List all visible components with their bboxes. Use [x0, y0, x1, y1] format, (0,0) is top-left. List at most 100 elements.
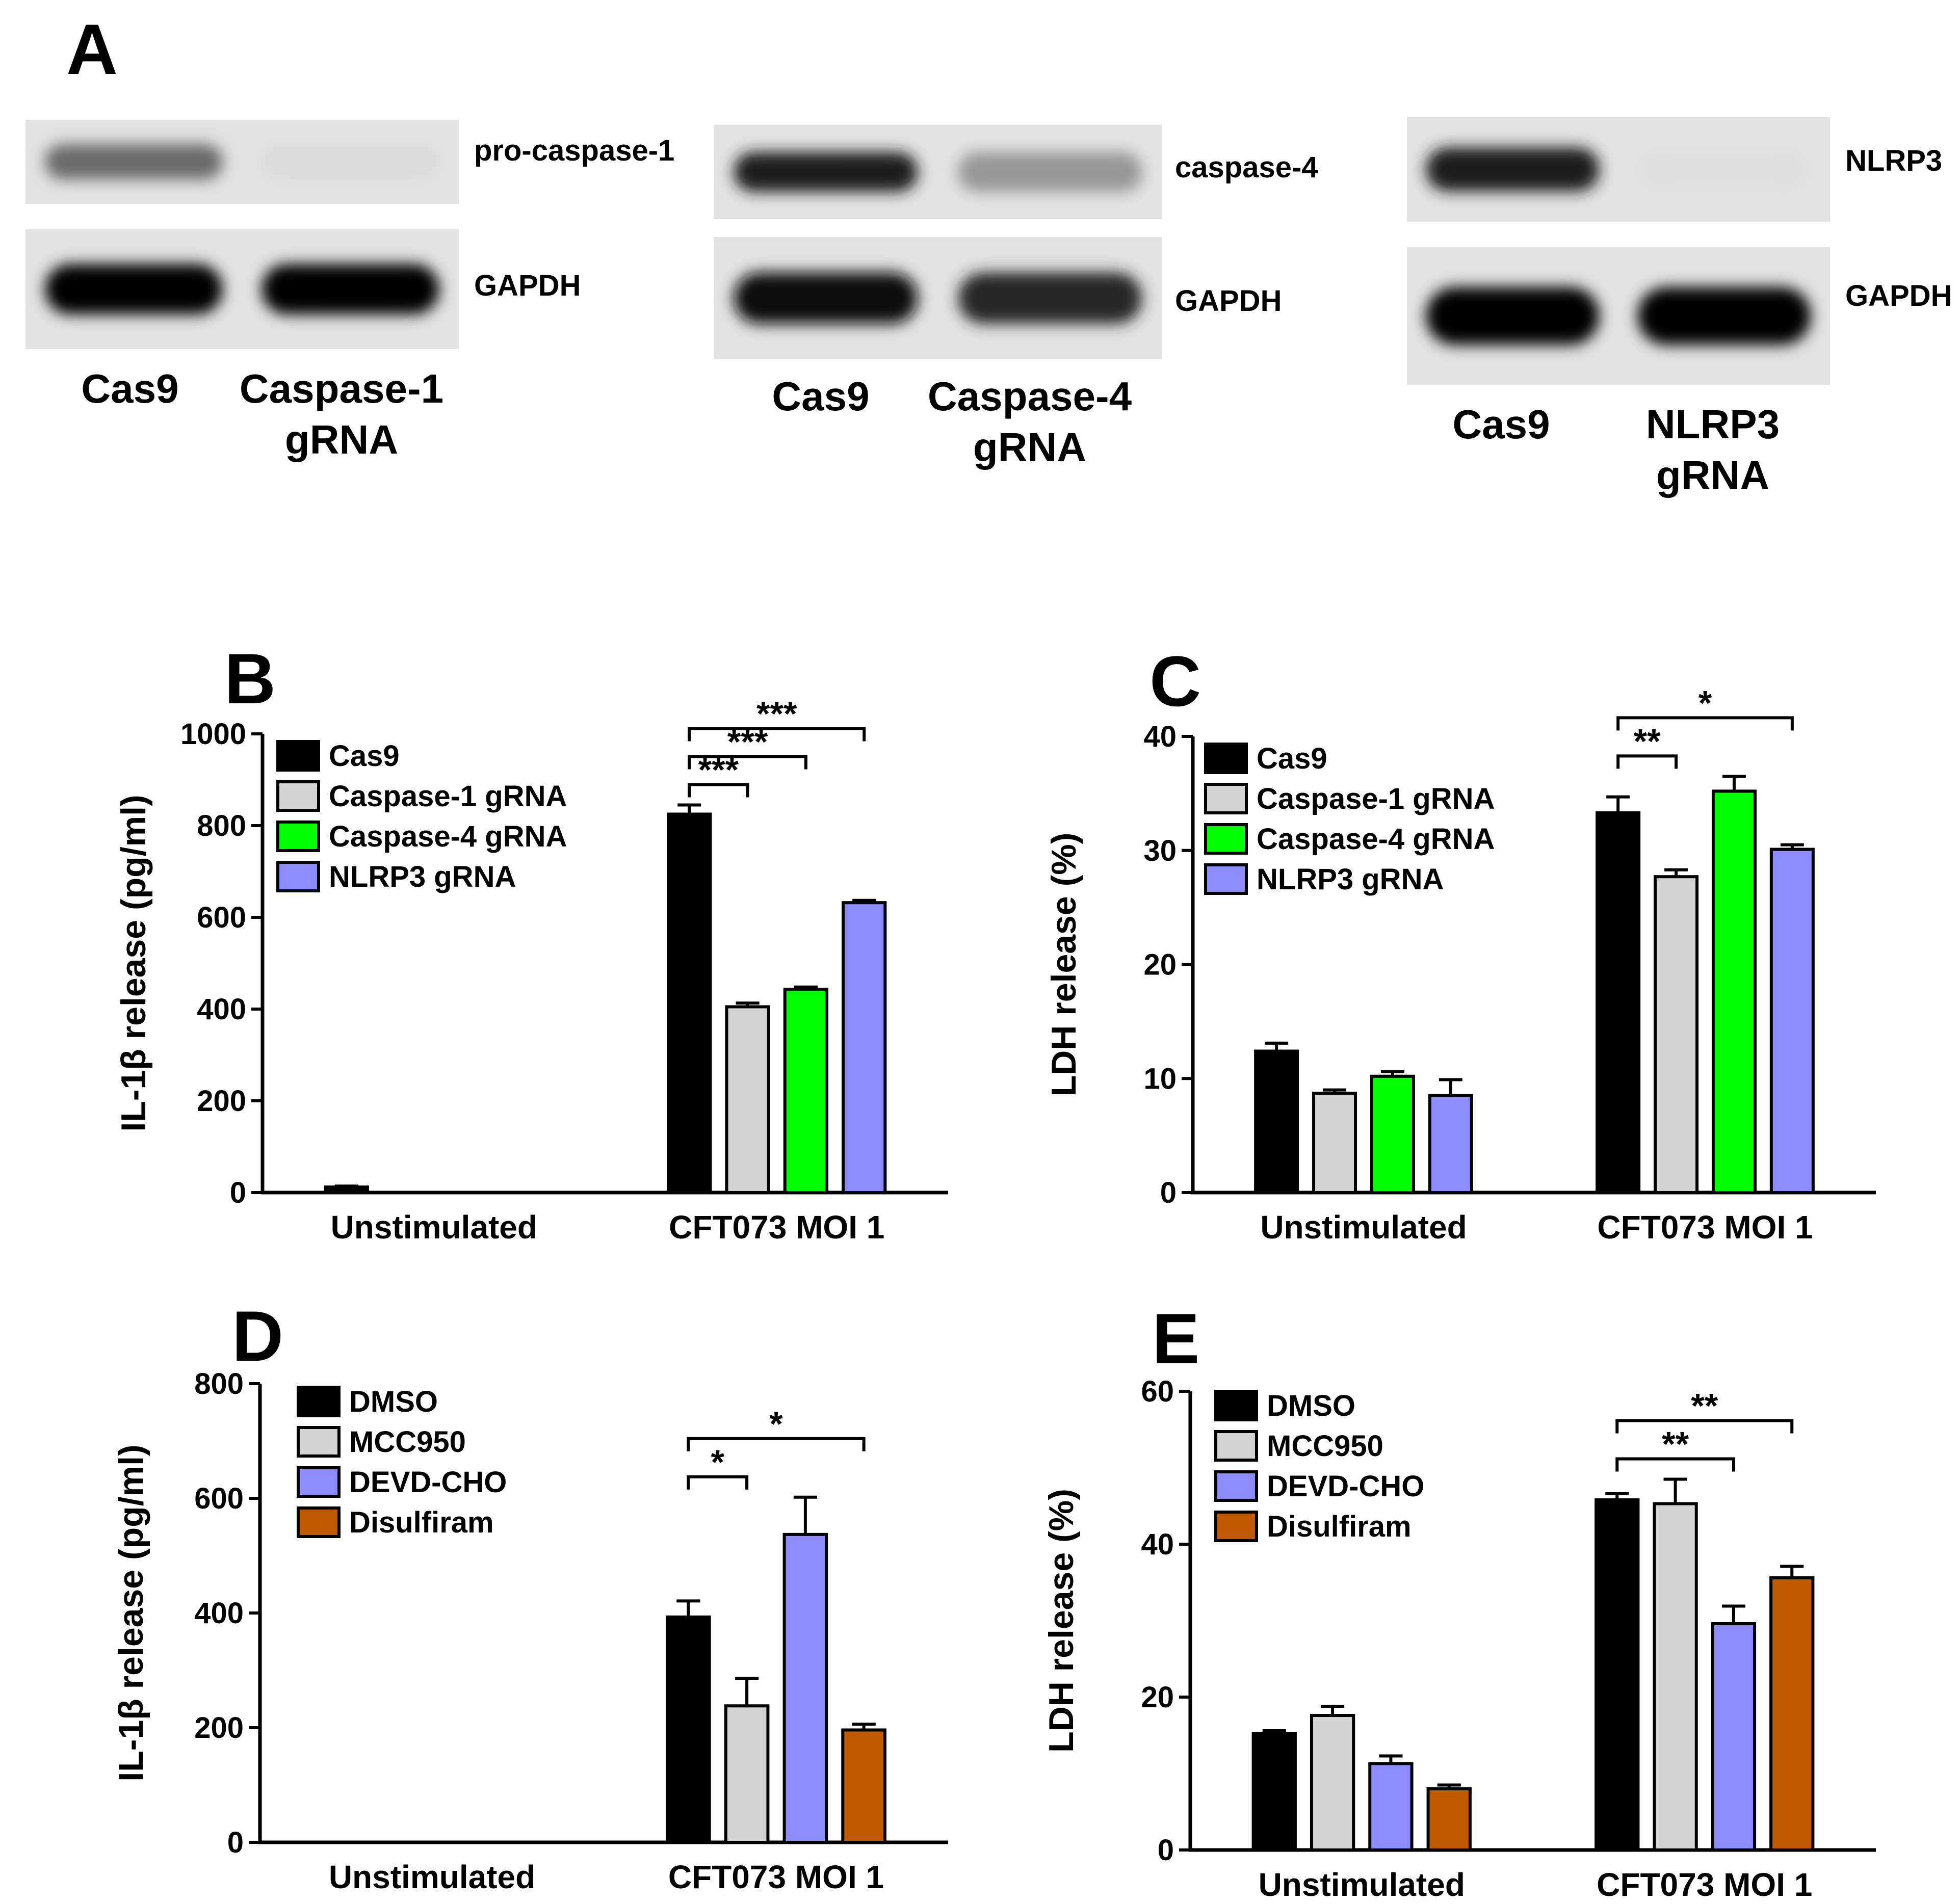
- significance-bracket: [1616, 754, 1678, 769]
- legend-swatch: [1214, 1470, 1258, 1502]
- legend-label: Cas9: [329, 739, 400, 773]
- legend-label: Disulfiram: [349, 1506, 494, 1539]
- lane-label: gRNA: [285, 417, 398, 462]
- y-tick-label: 800: [194, 1367, 244, 1400]
- y-tick-label: 0: [1158, 1834, 1174, 1867]
- band-label: pro-caspase-1: [474, 134, 674, 167]
- bar: [1654, 875, 1699, 1194]
- lane-label: Caspase-1: [240, 366, 443, 411]
- legend-swatch: [276, 780, 320, 812]
- legend-swatch: [276, 861, 320, 892]
- y-axis-title: LDH release (%): [1044, 833, 1083, 1097]
- bar: [1312, 1092, 1357, 1194]
- legend-label: MCC950: [1267, 1430, 1383, 1463]
- legend-swatch: [297, 1386, 341, 1417]
- significance-label: *: [711, 1443, 725, 1482]
- legend-swatch: [1214, 1511, 1258, 1542]
- band-label: GAPDH: [474, 269, 581, 302]
- y-tick-label: 400: [194, 1597, 244, 1630]
- panel-letter-a: A: [66, 9, 118, 89]
- y-tick-label: 20: [1143, 948, 1177, 982]
- legend-swatch: [276, 821, 320, 852]
- significance-bracket: [687, 1475, 749, 1490]
- legend-swatch: [1204, 743, 1248, 774]
- y-axis-title: LDH release (%): [1042, 1489, 1081, 1753]
- band-label: GAPDH: [1175, 284, 1282, 318]
- significance-label: ***: [756, 695, 797, 733]
- legend-swatch: [1204, 823, 1248, 855]
- y-tick-label: 1000: [180, 718, 246, 751]
- significance-bracket: [687, 1437, 866, 1451]
- legend-swatch: [1204, 863, 1248, 895]
- legend-label: Cas9: [1257, 742, 1327, 775]
- bar: [666, 1615, 711, 1844]
- y-tick-label: 400: [197, 993, 246, 1026]
- legend-label: MCC950: [349, 1425, 466, 1459]
- significance-label: *: [1698, 683, 1712, 722]
- panel-letter: E: [1152, 1299, 1199, 1379]
- bar: [782, 1532, 828, 1844]
- lane-label: gRNA: [973, 425, 1086, 470]
- x-category-label: Unstimulated: [1259, 1866, 1465, 1903]
- significance-bracket: [688, 755, 807, 770]
- legend-swatch: [1214, 1430, 1258, 1462]
- y-tick-label: 800: [197, 809, 246, 842]
- legend-label: Disulfiram: [1267, 1510, 1412, 1543]
- legend-label: Caspase-4 gRNA: [1257, 823, 1495, 856]
- panel-letter: B: [224, 639, 276, 719]
- bar: [1596, 811, 1641, 1194]
- bar: [783, 988, 829, 1195]
- blot-band: [45, 144, 223, 180]
- significance-label: **: [1691, 1387, 1718, 1425]
- blot-band: [958, 152, 1142, 192]
- y-tick-label: 600: [194, 1482, 244, 1515]
- x-category-label: CFT073 MOI 1: [669, 1209, 884, 1246]
- bar: [1595, 1498, 1640, 1852]
- significance-label: **: [1634, 722, 1661, 760]
- blot-band: [262, 264, 439, 314]
- band-label: NLRP3: [1845, 144, 1942, 177]
- panel-letter: C: [1149, 641, 1201, 721]
- bar: [1370, 1074, 1415, 1194]
- x-category-label: CFT073 MOI 1: [668, 1859, 884, 1895]
- blot-band: [262, 144, 439, 180]
- legend-swatch: [297, 1506, 341, 1538]
- bar: [842, 901, 887, 1194]
- bar: [324, 1185, 369, 1194]
- lane-label: Cas9: [81, 366, 178, 411]
- y-tick-label: 20: [1141, 1681, 1174, 1714]
- legend-label: Caspase-4 gRNA: [329, 820, 567, 853]
- blot-1: pro-caspase-1 GAPDH Cas9 Caspase-1 gRNA: [25, 120, 674, 462]
- x-category-label: Unstimulated: [331, 1209, 537, 1246]
- lane-label: Caspase-4: [928, 374, 1132, 419]
- panel-letter: D: [232, 1296, 283, 1376]
- lane-label: Cas9: [772, 374, 869, 419]
- significance-bracket: [1615, 1419, 1794, 1434]
- legend-label: DMSO: [349, 1385, 438, 1418]
- bar: [1769, 848, 1815, 1194]
- y-tick-label: 30: [1143, 834, 1177, 867]
- bar: [725, 1005, 770, 1194]
- legend-label: DEVD-CHO: [349, 1466, 507, 1499]
- y-tick-label: 40: [1143, 720, 1177, 753]
- band-label: GAPDH: [1845, 279, 1952, 312]
- legend-swatch: [1204, 783, 1248, 814]
- legend-swatch: [276, 740, 320, 772]
- blot-band: [958, 272, 1142, 324]
- bar: [724, 1704, 770, 1844]
- chart-c: C 0 10 20 30 40 LDH release (%) Unstimulated CFT…: [1044, 641, 1876, 1246]
- legend-label: NLRP3 gRNA: [1257, 863, 1444, 896]
- y-tick-label: 200: [197, 1085, 246, 1118]
- chart-d: D 0 200 400 600 800 IL-1β release (pg/ml) Unsti…: [112, 1296, 948, 1895]
- y-axis-title: IL-1β release (pg/ml): [114, 795, 153, 1131]
- blot-2: caspase-4 GAPDH Cas9 Caspase-4 gRNA: [714, 125, 1318, 470]
- legend-label: Caspase-1 gRNA: [1257, 782, 1495, 815]
- bar: [1428, 1094, 1473, 1194]
- y-tick-label: 0: [230, 1176, 246, 1209]
- bar: [1426, 1787, 1472, 1852]
- y-tick-label: 200: [194, 1711, 244, 1744]
- y-tick-label: 600: [197, 901, 246, 934]
